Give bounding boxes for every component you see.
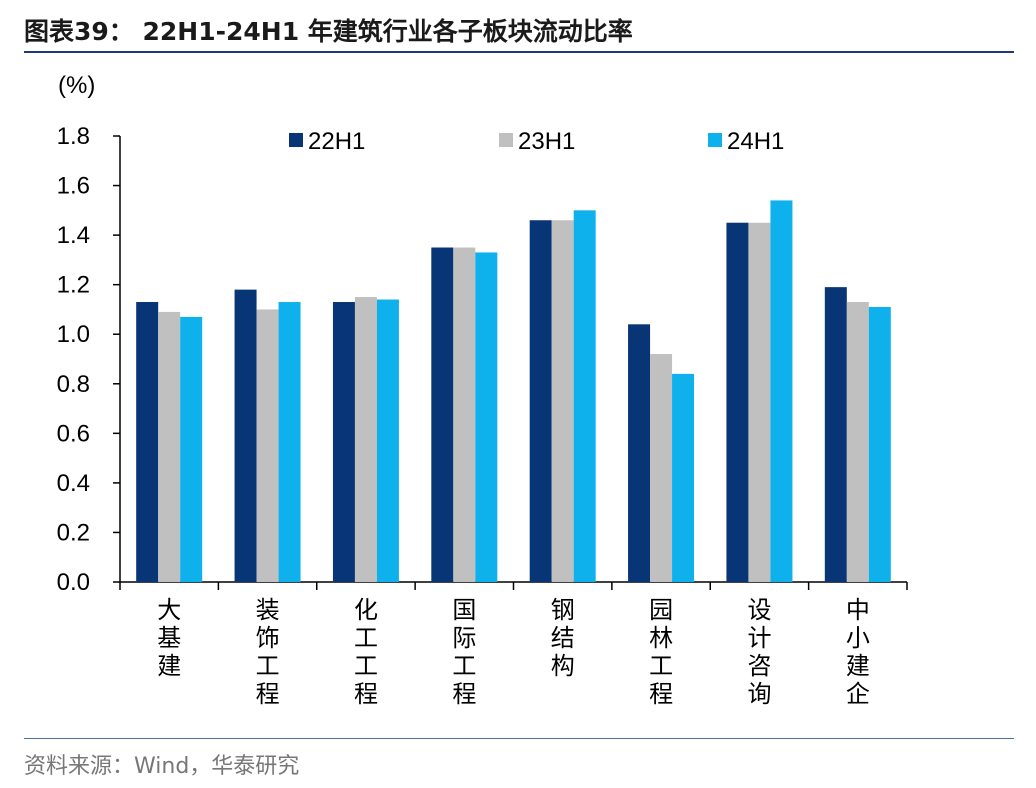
bar-24H1-2: [376, 299, 399, 582]
x-category-label: 小: [846, 625, 870, 652]
bar-24H1-5: [672, 373, 695, 582]
y-tick-label: 0.8: [57, 371, 90, 398]
bar-22H1-5: [628, 324, 651, 582]
bar-23H1-7: [846, 302, 869, 582]
x-category-label: 咨: [747, 653, 771, 680]
bar-23H1-6: [748, 222, 771, 582]
x-category-label: 程: [354, 681, 378, 708]
bar-23H1-1: [256, 309, 279, 582]
bar-22H1-2: [332, 302, 355, 582]
y-tick-label: 1.2: [57, 272, 90, 299]
x-category-label: 国: [452, 597, 476, 624]
y-unit-label: (%): [58, 72, 95, 99]
legend-label-24H1: 24H1: [727, 128, 784, 155]
bar-22H1-7: [824, 287, 847, 582]
bar-22H1-0: [136, 302, 159, 582]
x-category-label: 建: [846, 653, 870, 680]
legend-label-23H1: 23H1: [518, 128, 575, 155]
bar-22H1-1: [234, 289, 257, 582]
y-tick-label: 0.4: [57, 470, 90, 497]
x-category-label: 计: [747, 625, 771, 652]
bar-24H1-6: [770, 200, 793, 582]
x-category-label: 装: [256, 597, 280, 624]
x-category-label: 询: [747, 681, 771, 708]
source-note: 资料来源：Wind，华泰研究: [24, 754, 300, 779]
x-category-label: 工: [354, 625, 378, 652]
x-category-label: 程: [649, 681, 673, 708]
bar-23H1-5: [650, 354, 673, 582]
x-category-label: 构: [551, 653, 575, 680]
legend-swatch-24H1: [708, 133, 722, 147]
y-tick-label: 0.6: [57, 420, 90, 447]
x-category-label: 化: [354, 597, 378, 624]
y-tick-label: 1.0: [57, 321, 90, 348]
x-category-label: 大: [157, 597, 181, 624]
legend-label-22H1: 22H1: [308, 128, 365, 155]
x-category-label: 园: [649, 597, 673, 624]
y-tick-label: 1.4: [57, 222, 90, 249]
x-category-label: 工: [354, 653, 378, 680]
x-category-label: 结: [551, 625, 575, 652]
bar-22H1-6: [726, 222, 749, 582]
bar-23H1-4: [551, 220, 574, 582]
bar-24H1-3: [475, 252, 498, 582]
y-tick-label: 0.2: [57, 519, 90, 546]
x-category-label: 中: [846, 597, 870, 624]
x-category-label: 钢: [551, 597, 575, 624]
x-category-label: 建: [157, 653, 181, 680]
bar-24H1-4: [573, 210, 596, 583]
x-category-label: 工: [452, 653, 476, 680]
bar-chart: (%)0.00.20.40.60.81.01.21.41.61.8大基建装饰工程…: [57, 72, 908, 708]
bar-24H1-0: [180, 316, 203, 582]
x-category-label: 际: [452, 625, 476, 652]
x-category-label: 林: [649, 625, 673, 652]
bar-22H1-4: [529, 220, 552, 582]
footer-divider: [24, 738, 1014, 739]
x-category-label: 设: [747, 597, 771, 624]
bar-22H1-3: [431, 247, 454, 582]
title-divider: [24, 51, 1014, 53]
y-tick-label: 1.8: [57, 123, 90, 150]
bar-24H1-7: [868, 306, 891, 582]
x-category-label: 基: [157, 625, 181, 652]
x-category-label: 企: [846, 681, 870, 708]
x-category-label: 工: [256, 653, 280, 680]
bar-23H1-0: [158, 311, 181, 582]
bar-24H1-1: [278, 302, 301, 582]
legend-swatch-22H1: [289, 133, 303, 147]
y-tick-label: 1.6: [57, 173, 90, 200]
x-category-label: 程: [452, 681, 476, 708]
bar-23H1-2: [354, 297, 377, 582]
y-tick-label: 0.0: [57, 569, 90, 596]
x-category-label: 工: [649, 653, 673, 680]
x-category-label: 程: [256, 681, 280, 708]
page-title: 图表39： 22H1-24H1 年建筑行业各子板块流动比率: [24, 17, 633, 46]
legend-swatch-23H1: [499, 133, 513, 147]
x-category-label: 饰: [256, 625, 280, 652]
bar-23H1-3: [453, 247, 476, 582]
